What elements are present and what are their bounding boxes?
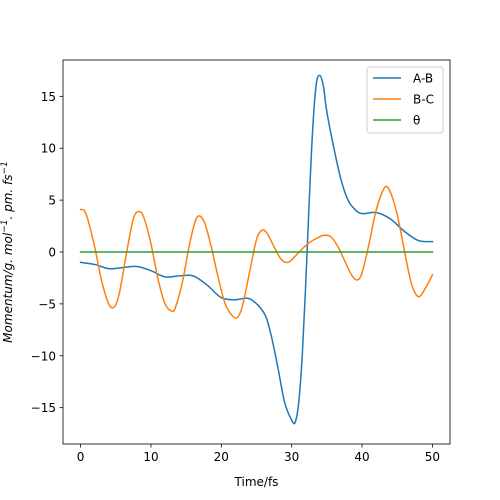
- y-axis-label-mid: . pm. fs: [1, 174, 15, 219]
- legend-entries: A-B B-C θ: [373, 72, 434, 128]
- y-axis-label-sup2: −1: [0, 161, 10, 174]
- x-tick-label: 10: [143, 450, 158, 464]
- y-axis-label: Momentum/g. mol−1. pm. fs−1: [0, 161, 15, 343]
- x-tick-label: 50: [425, 450, 440, 464]
- x-tick-label: 0: [77, 450, 85, 464]
- y-tick-label: 10: [41, 142, 56, 156]
- x-tick-label: 30: [284, 450, 299, 464]
- y-tick-label: 5: [48, 194, 56, 208]
- series-line-0: [79, 74, 434, 425]
- series-line-1: [79, 185, 434, 319]
- legend-label-1: B-C: [413, 93, 434, 107]
- legend-label-2: θ: [413, 114, 420, 128]
- y-tick-label: −10: [31, 349, 56, 363]
- x-axis-label: Time/fs: [234, 475, 279, 489]
- legend-box: [366, 66, 444, 134]
- y-axis-label-sup1: −1: [0, 220, 10, 233]
- y-tick-label: −15: [31, 401, 56, 415]
- y-tick-label: 15: [41, 90, 56, 104]
- x-tick-label: 20: [214, 450, 229, 464]
- y-axis-label-main: Momentum/g. mol: [1, 232, 15, 343]
- x-tick-label: 40: [354, 450, 369, 464]
- series-layer: [79, 74, 434, 425]
- y-axis: −15 −10 −5 0 5 10 15: [31, 90, 63, 415]
- legend: A-B B-C θ: [366, 66, 444, 134]
- y-tick-label: 0: [48, 246, 56, 260]
- x-axis: 0 10 20 30 40 50: [77, 444, 440, 464]
- y-tick-label: −5: [38, 297, 56, 311]
- legend-label-0: A-B: [413, 72, 433, 86]
